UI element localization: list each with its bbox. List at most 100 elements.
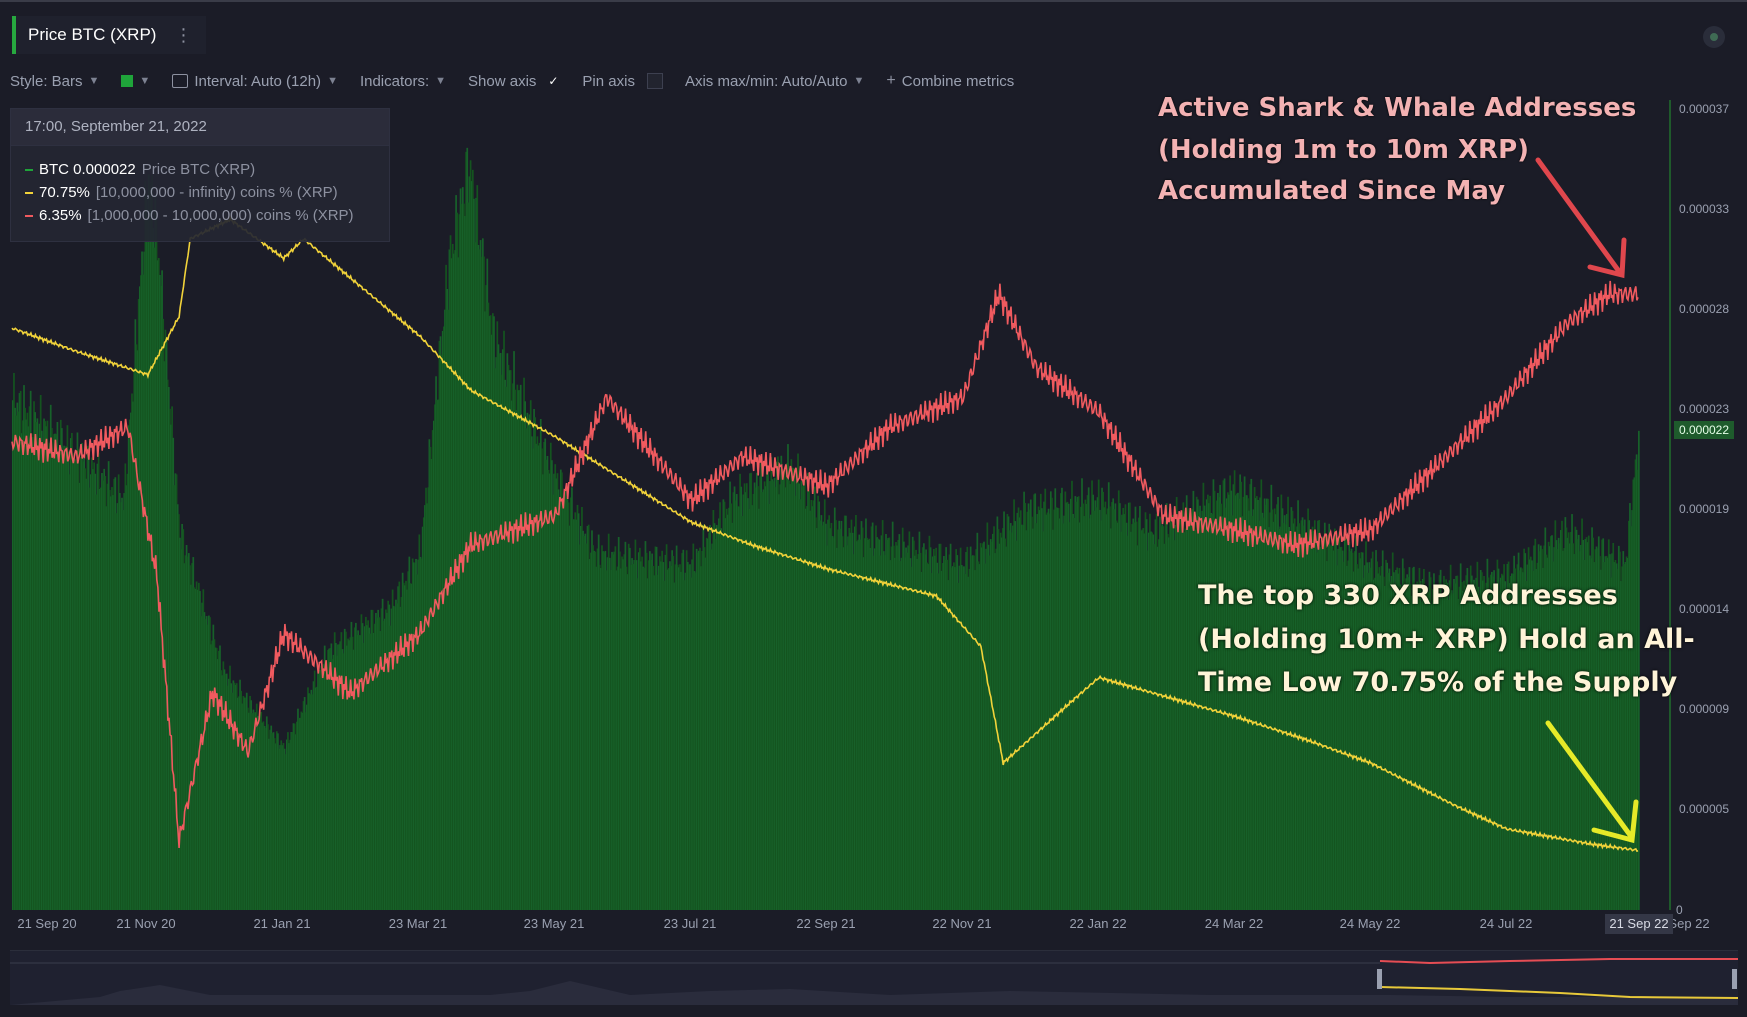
price-bar <box>22 420 24 910</box>
price-bar <box>437 399 440 910</box>
price-bar <box>1536 562 1539 910</box>
price-bar <box>1243 476 1246 910</box>
price-bar <box>662 562 665 910</box>
price-bar <box>1590 558 1592 910</box>
price-bar <box>224 674 227 910</box>
price-bar <box>108 489 111 910</box>
style-dropdown[interactable]: Style: Bars ▼ <box>10 73 99 90</box>
price-bar <box>1381 550 1384 910</box>
checkbox-empty[interactable] <box>646 73 663 89</box>
axis-maxmin-dropdown[interactable]: Axis max/min: Auto/Auto ▼ <box>685 73 864 90</box>
metric-tab[interactable]: Price BTC (XRP) ⋮ <box>12 16 207 54</box>
price-bar <box>225 673 228 910</box>
status-dot-icon[interactable] <box>1703 26 1725 48</box>
checkmark-icon[interactable]: ✓ <box>548 74 559 88</box>
price-bar <box>126 473 129 910</box>
price-bar <box>287 732 289 910</box>
price-bar <box>739 473 741 910</box>
price-bar <box>105 506 108 910</box>
price-bar <box>1433 573 1435 910</box>
navigator-sharks-line <box>1379 958 1738 965</box>
price-bar <box>488 316 491 910</box>
price-bar <box>822 521 825 910</box>
price-bar <box>484 311 486 910</box>
price-bar <box>742 494 745 910</box>
price-bar <box>1352 571 1355 910</box>
color-dropdown[interactable]: ▼ <box>121 75 150 87</box>
x-tick-label: 24 Mar 22 <box>1204 916 1264 931</box>
price-bar <box>1499 577 1502 910</box>
price-bar <box>1473 579 1475 910</box>
price-bar <box>1076 496 1079 910</box>
price-bar <box>856 541 858 910</box>
price-bar <box>1537 544 1540 910</box>
price-bar <box>1600 569 1602 910</box>
price-bar <box>310 689 313 910</box>
price-bar <box>164 329 167 910</box>
price-bar <box>1474 588 1476 910</box>
indicators-dropdown[interactable]: Indicators: ▼ <box>360 73 446 90</box>
interval-label: Interval: Auto (12h) <box>194 72 322 90</box>
price-bar <box>1398 568 1401 910</box>
price-bar <box>1007 516 1010 910</box>
price-bar <box>185 545 188 910</box>
price-bar <box>65 446 68 910</box>
price-bar <box>1490 571 1493 910</box>
price-bar <box>1117 490 1120 910</box>
price-bar <box>1493 570 1495 910</box>
price-bar <box>737 506 739 910</box>
interval-dropdown[interactable]: Interval: Auto (12h) ▼ <box>172 73 338 90</box>
show-axis-toggle[interactable]: Show axis ✓ <box>468 73 560 90</box>
price-bar <box>1327 534 1329 910</box>
price-bar <box>1331 545 1334 910</box>
price-bar <box>1443 575 1445 910</box>
price-bar <box>1078 522 1081 910</box>
navigator-left-handle[interactable] <box>1377 969 1382 989</box>
price-bar <box>1033 494 1035 910</box>
price-bar <box>137 299 140 910</box>
price-bar <box>196 589 199 910</box>
price-bar <box>1286 513 1288 910</box>
price-bar <box>1379 575 1382 910</box>
price-bar <box>1539 545 1542 910</box>
price-bar <box>98 489 101 910</box>
price-bar <box>1542 567 1544 910</box>
price-bar <box>1554 520 1557 910</box>
price-bar <box>236 697 239 910</box>
price-bar <box>386 612 388 910</box>
price-bar <box>12 400 14 910</box>
price-bar <box>1366 562 1368 910</box>
price-bar <box>16 402 19 910</box>
price-bar <box>128 419 131 910</box>
navigator-right-handle[interactable] <box>1732 969 1737 989</box>
price-bar <box>330 643 333 910</box>
price-bar <box>1301 517 1304 910</box>
price-bar <box>515 410 518 910</box>
price-bar <box>1582 539 1585 910</box>
price-bar <box>218 650 220 910</box>
x-tick-label: 24 May 22 <box>1339 916 1401 931</box>
price-bar <box>762 489 765 910</box>
price-bar <box>281 745 284 910</box>
price-bar <box>203 612 206 910</box>
price-bar <box>1482 580 1484 910</box>
combine-metrics-button[interactable]: + Combine metrics <box>886 72 1014 90</box>
price-bar <box>544 438 547 910</box>
price-bar <box>1340 546 1343 910</box>
price-bar <box>82 461 84 910</box>
y-tick-label: 0.000023 <box>1678 402 1729 416</box>
price-bar <box>526 412 529 910</box>
price-bar <box>1595 546 1598 910</box>
price-bar <box>249 695 251 910</box>
more-options-icon[interactable]: ⋮ <box>174 24 193 45</box>
price-bar <box>744 492 747 910</box>
price-bar <box>1059 493 1062 910</box>
pin-axis-toggle[interactable]: Pin axis <box>582 73 663 90</box>
price-bar <box>259 713 261 910</box>
price-bar <box>435 376 437 910</box>
price-bar <box>1300 520 1303 910</box>
price-bar <box>411 558 414 910</box>
range-navigator[interactable] <box>10 950 1739 1005</box>
price-bar <box>1405 578 1407 910</box>
